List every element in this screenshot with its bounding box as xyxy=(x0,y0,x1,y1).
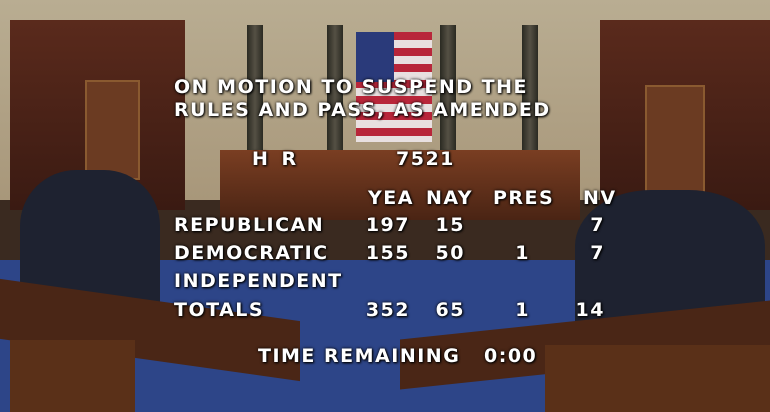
nv-count: 7 xyxy=(590,214,605,236)
nv-count: 7 xyxy=(590,242,605,264)
party-label: REPUBLICAN xyxy=(174,214,325,236)
column-header-nay: NAY xyxy=(426,187,474,209)
left-door xyxy=(85,80,140,180)
column xyxy=(247,25,263,185)
bill-type: H R xyxy=(252,148,298,170)
column-header-nv: NV xyxy=(583,187,617,209)
pres-count: 1 xyxy=(515,242,530,264)
column xyxy=(440,25,456,185)
yea-count: 197 xyxy=(365,214,410,236)
party-label: INDEPENDENT xyxy=(174,270,343,292)
column xyxy=(327,25,343,185)
column xyxy=(522,25,538,185)
speaker-rostrum xyxy=(220,150,580,220)
yea-count: 155 xyxy=(365,242,410,264)
time-remaining-value: 0:00 xyxy=(484,345,538,367)
nay-count: 15 xyxy=(435,214,465,236)
party-label: TOTALS xyxy=(174,299,265,321)
column-header-yea: YEA xyxy=(368,187,414,209)
bill-number: 7521 xyxy=(396,148,455,170)
flag-canton xyxy=(356,32,394,82)
nv-count: 14 xyxy=(575,299,605,321)
column-header-pres: PRES xyxy=(493,187,555,209)
party-label: DEMOCRATIC xyxy=(174,242,329,264)
desk xyxy=(10,340,135,412)
time-remaining-label: TIME REMAINING xyxy=(258,345,461,367)
desk xyxy=(545,345,770,412)
nay-count: 50 xyxy=(435,242,465,264)
right-door xyxy=(645,85,705,195)
nay-count: 65 xyxy=(435,299,465,321)
pres-count: 1 xyxy=(515,299,530,321)
motion-line-2: RULES AND PASS, AS AMENDED xyxy=(174,99,551,121)
motion-line-1: ON MOTION TO SUSPEND THE xyxy=(174,76,528,98)
yea-count: 352 xyxy=(365,299,410,321)
